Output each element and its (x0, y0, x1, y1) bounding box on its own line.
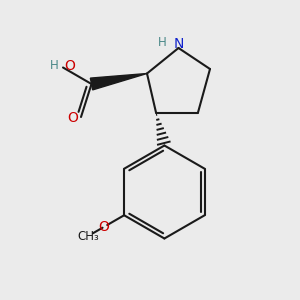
Text: CH₃: CH₃ (77, 230, 99, 243)
Text: O: O (67, 111, 78, 124)
Text: O: O (64, 59, 75, 73)
Text: H: H (158, 35, 166, 49)
Text: H: H (50, 58, 58, 72)
Polygon shape (90, 74, 147, 90)
Text: O: O (99, 220, 110, 234)
Text: N: N (173, 38, 184, 51)
